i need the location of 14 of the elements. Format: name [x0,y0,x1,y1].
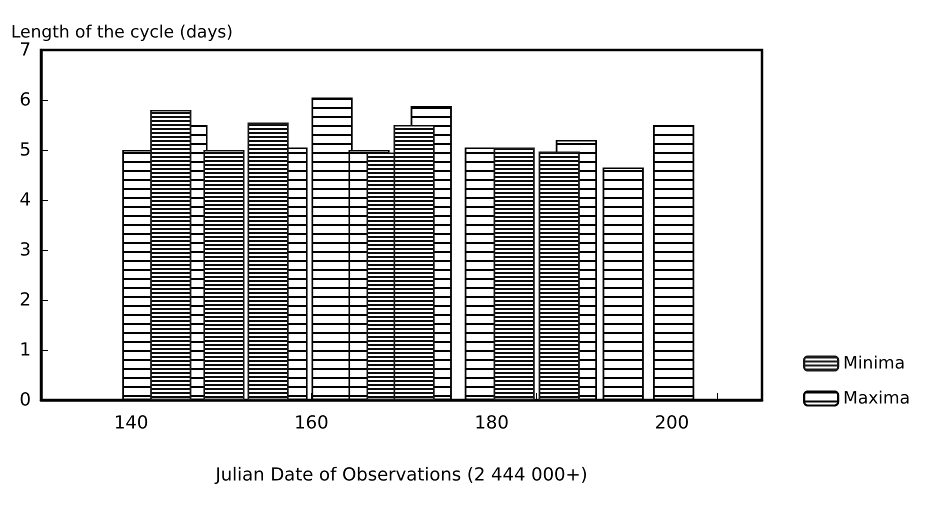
y-tick-label: 6 [20,90,31,110]
x-tick-label: 180 [474,412,509,434]
legend-label: Minima [843,354,906,374]
legend-label: Maxima [843,388,910,408]
y-tick-label: 0 [20,390,31,410]
y-tick-label: 2 [20,290,31,310]
y-tick-label: 3 [20,240,31,260]
y-tick-label: 5 [20,140,31,160]
x-tick-label: 160 [294,412,329,434]
x-axis-title: Julian Date of Observations (2 444 000+) [214,464,588,486]
x-tick-label: 140 [114,412,148,434]
y-tick-label: 4 [20,190,31,210]
y-tick-label: 1 [20,340,31,360]
x-tick-label: 200 [654,412,690,434]
